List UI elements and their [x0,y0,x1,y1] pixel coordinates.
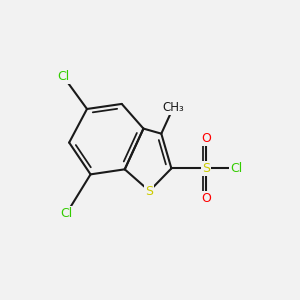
Text: O: O [201,132,211,145]
Text: S: S [146,184,153,197]
Text: S: S [202,162,210,175]
Text: O: O [201,192,211,205]
Text: Cl: Cl [61,206,73,220]
Text: CH₃: CH₃ [162,101,184,114]
Text: Cl: Cl [57,70,69,83]
Text: Cl: Cl [230,162,242,175]
